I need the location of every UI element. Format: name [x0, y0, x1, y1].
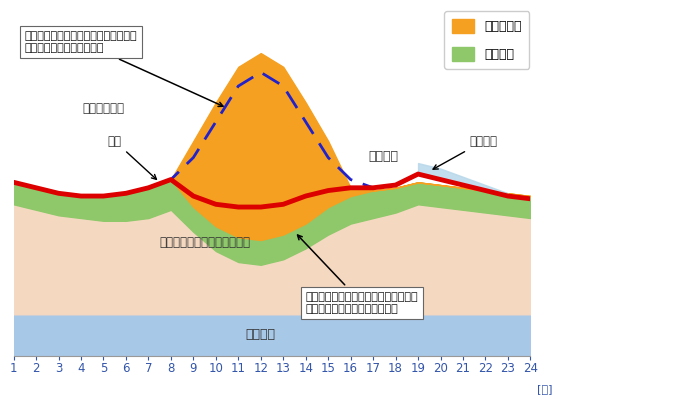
Text: 水力発電: 水力発電 [245, 328, 276, 341]
Text: 揚水: 揚水 [107, 135, 156, 179]
Text: 揚水発電: 揚水発電 [433, 135, 498, 169]
Legend: 太陽光発電, 風力発電: 太陽光発電, 風力発電 [444, 11, 529, 69]
Text: 火力発電・バイオマス発電他: 火力発電・バイオマス発電他 [159, 236, 250, 249]
Text: 「電力需要＝発電出力」となるように
火力発電などの発電出力を調整: 「電力需要＝発電出力」となるように 火力発電などの発電出力を調整 [298, 235, 418, 314]
Text: [時]: [時] [537, 384, 553, 394]
Text: 電力需要: 電力需要 [369, 150, 398, 163]
Text: 「電力需要＜発電出力」となる分は、
揚水や本州への送電で対策: 「電力需要＜発電出力」となる分は、 揚水や本州への送電で対策 [25, 31, 223, 106]
Text: 本州への送電: 本州への送電 [82, 102, 124, 115]
